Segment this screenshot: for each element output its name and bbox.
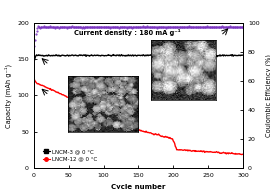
Legend: LNCM-3 @ 0 °C, LNCM-12 @ 0 °C: LNCM-3 @ 0 °C, LNCM-12 @ 0 °C: [41, 147, 99, 164]
Y-axis label: Capacity (mAh g⁻¹): Capacity (mAh g⁻¹): [4, 63, 12, 128]
Y-axis label: Coulombic Efficiency (%): Coulombic Efficiency (%): [265, 54, 270, 137]
Text: Current density : 180 mA g⁻¹: Current density : 180 mA g⁻¹: [73, 29, 180, 36]
X-axis label: Cycle number: Cycle number: [111, 184, 166, 189]
